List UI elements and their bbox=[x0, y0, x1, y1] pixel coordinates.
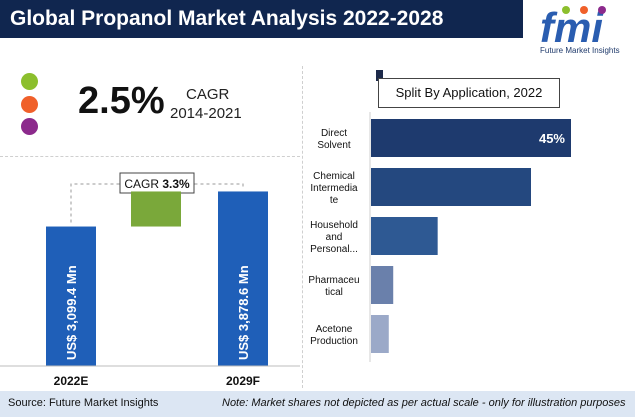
split-category-label-line: Solvent bbox=[317, 140, 351, 151]
cagr-years: 2014-2021 bbox=[170, 105, 242, 122]
vertical-divider bbox=[302, 66, 303, 388]
logo-dot-1 bbox=[562, 6, 570, 14]
split-bar bbox=[371, 217, 438, 255]
forecast-bar bbox=[46, 226, 96, 366]
split-category-label: Chemical Intermedia te bbox=[310, 171, 358, 206]
footer-note: Note: Market shares not depicted as per … bbox=[222, 397, 626, 409]
cagr-value: 2.5% bbox=[78, 80, 165, 122]
split-title-tab bbox=[376, 70, 383, 81]
source-text: Source: Future Market Insights bbox=[8, 397, 159, 409]
split-bar bbox=[371, 168, 531, 206]
forecast-bar-value-label: US$ 3,099.4 Mn bbox=[64, 265, 79, 360]
increment-box bbox=[131, 191, 181, 227]
split-category-label: Acetone Production bbox=[310, 324, 358, 347]
split-category-label-line: Direct bbox=[321, 128, 347, 139]
purple-dot bbox=[21, 118, 38, 135]
application-split-chart: Direct Solvent 45% Chemical Intermedia te Hous… bbox=[308, 112, 571, 362]
orange-dot bbox=[21, 96, 38, 113]
split-data-label: 45% bbox=[539, 131, 565, 146]
horizontal-divider bbox=[0, 156, 300, 157]
cagr-annotation: CAGR 3.3% bbox=[124, 177, 190, 191]
logo-dot-3 bbox=[598, 6, 606, 14]
forecast-bar bbox=[218, 191, 268, 366]
split-category-label-line: Production bbox=[310, 336, 358, 347]
cagr-bracket bbox=[70, 183, 244, 223]
split-bar bbox=[371, 315, 389, 353]
forecast-bar-chart: CAGR 3.3% US$ 3,099.4 Mn 2022E US$ 3,878.6 … bbox=[0, 172, 300, 388]
title-bar: Global Propanol Market Analysis 2022-202… bbox=[0, 0, 523, 38]
split-bar bbox=[371, 119, 571, 157]
cagr-annotation-value: 3.3% bbox=[162, 177, 190, 191]
split-category-label-line: Pharmaceu bbox=[308, 275, 359, 286]
forecast-category-label: 2029F bbox=[226, 374, 260, 388]
split-category-label-line: Personal... bbox=[310, 244, 358, 255]
cagr-annotation-label: CAGR bbox=[124, 177, 162, 191]
split-category-label-line: Acetone bbox=[316, 324, 353, 335]
split-category-label: Household and Personal... bbox=[310, 220, 358, 255]
forecast-category-label: 2022E bbox=[54, 374, 89, 388]
split-category-label-line: Household bbox=[310, 220, 358, 231]
split-category-label-line: te bbox=[330, 195, 339, 206]
logo-dot-2 bbox=[580, 6, 588, 14]
split-category-label-line: Intermedia bbox=[310, 183, 358, 194]
cagr-label: CAGR bbox=[186, 86, 230, 103]
green-dot bbox=[21, 73, 38, 90]
footer-bar bbox=[0, 391, 635, 417]
header: Global Propanol Market Analysis 2022-202… bbox=[0, 0, 635, 58]
split-category-label-line: and bbox=[326, 232, 343, 243]
split-category-label-line: Chemical bbox=[313, 171, 355, 182]
split-category-label-line: tical bbox=[325, 287, 343, 298]
split-category-label: Direct Solvent bbox=[317, 128, 351, 151]
logo-text: Future Market Insights bbox=[540, 46, 620, 55]
forecast-bar-value-label: US$ 3,878.6 Mn bbox=[236, 265, 251, 360]
split-category-label: Pharmaceu tical bbox=[308, 275, 359, 298]
fmi-logo: fmi bbox=[540, 4, 606, 51]
split-chart-title: Split By Application, 2022 bbox=[378, 78, 560, 108]
page-title: Global Propanol Market Analysis 2022-202… bbox=[10, 7, 444, 30]
split-bar bbox=[371, 266, 394, 304]
logo-letters: fmi bbox=[540, 4, 604, 51]
